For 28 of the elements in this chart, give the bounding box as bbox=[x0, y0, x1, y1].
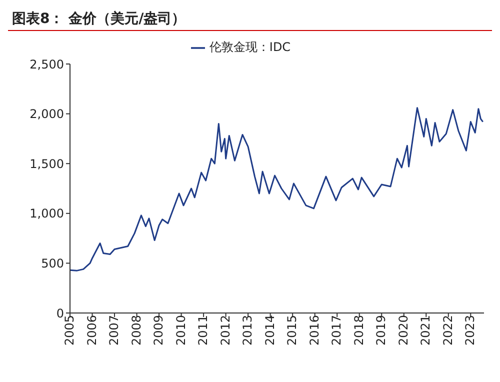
x-tick-label: 2022 bbox=[440, 315, 455, 346]
line-series bbox=[70, 107, 484, 272]
x-tick-label: 2021 bbox=[418, 315, 433, 346]
x-tick-label: 2006 bbox=[84, 315, 99, 346]
x-tick-label: 2007 bbox=[107, 315, 122, 346]
y-tick-label: 1,500 bbox=[30, 156, 64, 171]
x-tick-label: 2005 bbox=[62, 315, 77, 346]
legend-label: 伦敦金现：IDC bbox=[209, 40, 291, 54]
y-tick-label: 1,000 bbox=[30, 206, 64, 221]
x-tick-label: 2017 bbox=[330, 315, 344, 346]
x-tick-label: 2009 bbox=[152, 315, 166, 346]
x-tick-label: 2008 bbox=[129, 315, 144, 346]
y-tick-label: 500 bbox=[41, 256, 64, 270]
x-tick-label: 2014 bbox=[262, 315, 277, 346]
x-tick-label: 2018 bbox=[352, 315, 366, 346]
x-tick-label: 2016 bbox=[307, 315, 322, 346]
y-tick-label: 0 bbox=[56, 306, 64, 320]
x-tick-label: 2013 bbox=[240, 315, 255, 346]
x-tick-label: 2023 bbox=[463, 315, 478, 346]
chart-title: 图表8： 金价（美元/盎司） bbox=[8, 8, 492, 31]
x-tick-label: 2012 bbox=[218, 315, 232, 346]
x-tick-label: 2020 bbox=[396, 315, 410, 346]
x-tick-label: 2015 bbox=[285, 315, 300, 346]
y-tick-label: 2,500 bbox=[30, 57, 64, 72]
x-tick-label: 2010 bbox=[174, 315, 188, 346]
y-tick-label: 2,000 bbox=[30, 107, 64, 122]
x-tick-label: 2011 bbox=[196, 315, 210, 346]
x-tick-label: 2019 bbox=[374, 315, 388, 346]
